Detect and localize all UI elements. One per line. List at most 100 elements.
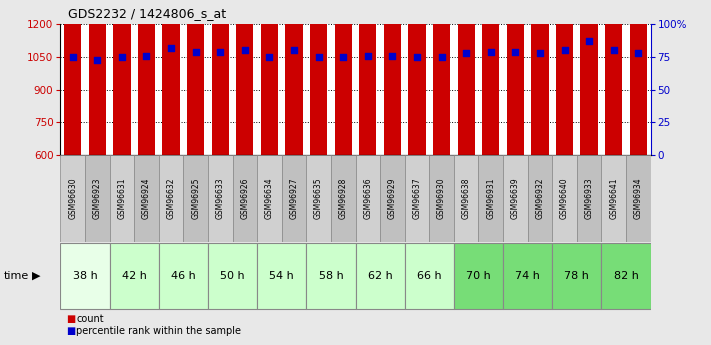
Text: GSM96640: GSM96640 [560,178,569,219]
Bar [552,243,602,309]
Bar [306,155,331,242]
Text: GSM96632: GSM96632 [166,178,176,219]
Text: GSM96630: GSM96630 [68,178,77,219]
Bar [405,155,429,242]
Bar [138,2,155,155]
Point [608,48,619,53]
Bar [528,155,552,242]
Bar [458,92,475,155]
Text: GSM96930: GSM96930 [437,178,446,219]
Bar [261,0,278,155]
Bar [531,0,548,155]
Bar [503,155,528,242]
Text: GSM96931: GSM96931 [486,178,496,219]
Bar [113,18,131,155]
Point [116,54,127,60]
Point [411,54,422,60]
Bar [236,0,253,155]
Bar [577,155,602,242]
Text: GSM96926: GSM96926 [240,178,250,219]
Bar [60,155,85,242]
Bar [384,125,401,155]
Bar [482,85,499,155]
Bar [454,155,479,242]
Bar [458,0,475,155]
Bar [531,111,548,155]
Text: GSM96638: GSM96638 [461,178,471,219]
Bar [134,155,159,242]
Bar [257,155,282,242]
Bar [580,0,598,155]
Point [338,54,349,60]
Bar [163,0,180,155]
Point [387,53,398,58]
Text: 46 h: 46 h [171,271,196,281]
Bar [159,155,183,242]
Point [436,54,447,60]
Bar [359,144,376,155]
Text: ■: ■ [66,326,75,335]
Bar [479,155,503,242]
Point [461,50,472,56]
Bar [60,243,109,309]
Bar [261,77,278,155]
Bar [380,155,405,242]
Text: 38 h: 38 h [73,271,97,281]
Text: GSM96923: GSM96923 [93,178,102,219]
Point [485,49,496,55]
Text: GSM96924: GSM96924 [142,178,151,219]
Text: 42 h: 42 h [122,271,146,281]
Bar [285,0,303,155]
Text: 54 h: 54 h [269,271,294,281]
Bar [236,103,253,155]
Point [264,54,275,60]
Bar [552,155,577,242]
Point [67,54,78,60]
Bar [208,155,232,242]
Bar [282,155,306,242]
Text: time: time [4,271,29,281]
Text: count: count [76,314,104,324]
Point [92,57,103,62]
Bar [605,103,622,155]
Bar [429,155,454,242]
Bar [405,243,454,309]
Point [166,45,177,50]
Bar [630,2,647,155]
Bar [602,155,626,242]
Text: 70 h: 70 h [466,271,491,281]
Bar [232,155,257,242]
Bar [208,243,257,309]
Bar [257,243,306,309]
Bar [408,13,426,155]
Text: 82 h: 82 h [614,271,638,281]
Point [584,38,595,44]
Text: GSM96927: GSM96927 [289,178,299,219]
Text: 66 h: 66 h [417,271,442,281]
Bar [89,2,106,155]
Text: GSM96641: GSM96641 [609,178,618,219]
Point [633,50,644,56]
Text: GSM96631: GSM96631 [117,178,127,219]
Bar [454,243,503,309]
Point [215,49,226,55]
Bar [602,243,651,309]
Bar [64,0,81,155]
Bar [187,95,204,155]
Bar [212,0,229,155]
Bar [556,77,573,155]
Bar [335,0,352,155]
Point [559,48,570,53]
Text: 78 h: 78 h [565,271,589,281]
Bar [187,0,204,155]
Text: GSM96933: GSM96933 [584,178,594,219]
Point [239,48,250,53]
Bar [503,243,552,309]
Bar [159,243,208,309]
Bar [138,134,155,155]
Text: GSM96637: GSM96637 [412,178,422,219]
Bar [109,155,134,242]
Bar [356,155,380,242]
Bar [85,155,109,242]
Text: ■: ■ [66,314,75,324]
